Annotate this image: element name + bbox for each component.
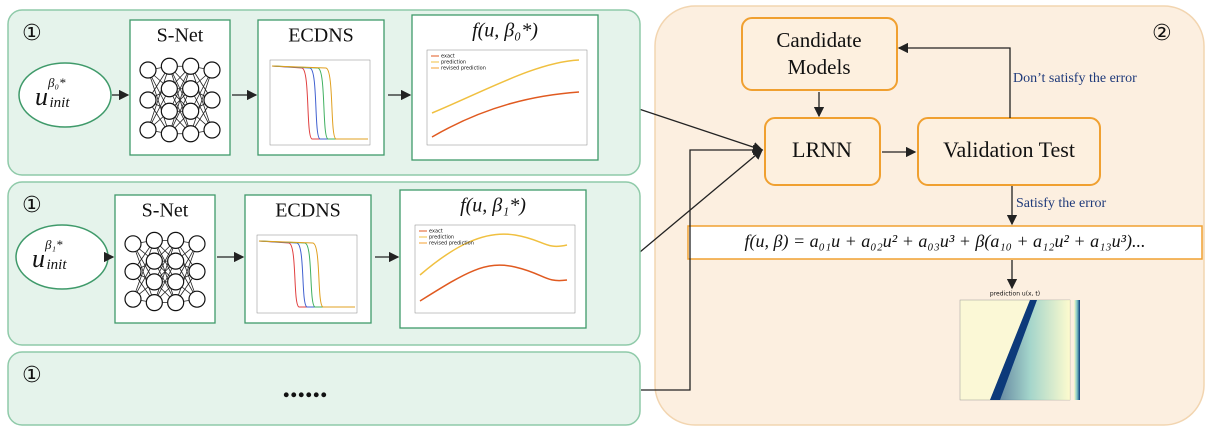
net-node [189, 291, 205, 307]
net-node [168, 232, 184, 248]
net-node [125, 236, 141, 252]
net-label: S-Net [157, 25, 204, 47]
net-node [140, 122, 156, 138]
net-node [204, 92, 220, 108]
mini-plot [270, 60, 370, 145]
candidate-label: Candidate [776, 28, 861, 52]
net-node [125, 264, 141, 280]
net-node [168, 253, 184, 269]
fail-label: Don’t satisfy the error [1013, 71, 1137, 86]
legend-label: revised prediction [441, 66, 486, 72]
colorbar [1074, 300, 1080, 400]
net-node [161, 126, 177, 142]
net-node [183, 58, 199, 74]
net-node [204, 122, 220, 138]
net-node [189, 236, 205, 252]
lrnn-label: LRNN [792, 137, 852, 162]
formula: f(u, β) = a₀₁u + a₀₂u² + a₀₃u³ + β(a₁₀ +… [745, 231, 1146, 252]
input-part: init [47, 257, 68, 273]
right-panel [655, 6, 1204, 425]
step-marker: ① [22, 21, 42, 46]
ellipsis: ...... [283, 371, 328, 404]
input-part: u [35, 82, 48, 111]
output-label: f(u, β₁*) [460, 195, 526, 217]
net-node [168, 295, 184, 311]
step-marker: ② [1152, 21, 1172, 46]
net-node [146, 274, 162, 290]
net-node [140, 62, 156, 78]
input-part: init [50, 95, 71, 111]
net-node [146, 232, 162, 248]
step-marker: ① [22, 363, 42, 388]
net-node [146, 253, 162, 269]
net-node [189, 264, 205, 280]
input-part: β₀* [47, 75, 66, 90]
heatmap-title: prediction u(x, t) [990, 291, 1040, 298]
diagram: ② Candidate Models LRNN Validation Test … [0, 0, 1209, 429]
net-node [168, 274, 184, 290]
net-node [146, 295, 162, 311]
net-node [183, 81, 199, 97]
net-node [204, 62, 220, 78]
legend-label: revised prediction [429, 241, 474, 247]
output-label: f(u, β₀*) [472, 20, 538, 42]
net-node [183, 126, 199, 142]
net-node [183, 103, 199, 119]
solver-label: ECDNS [288, 25, 354, 47]
input-part: u [32, 244, 45, 273]
net-node [161, 58, 177, 74]
step-marker: ① [22, 193, 42, 218]
validation-label: Validation Test [943, 137, 1075, 162]
input-part: β₁* [44, 237, 63, 252]
solver-label: ECDNS [275, 200, 341, 222]
net-label: S-Net [142, 200, 189, 222]
pass-label: Satisfy the error [1016, 196, 1107, 211]
net-node [125, 291, 141, 307]
net-node [161, 81, 177, 97]
net-node [161, 103, 177, 119]
candidate-label: Models [788, 55, 851, 79]
net-node [140, 92, 156, 108]
